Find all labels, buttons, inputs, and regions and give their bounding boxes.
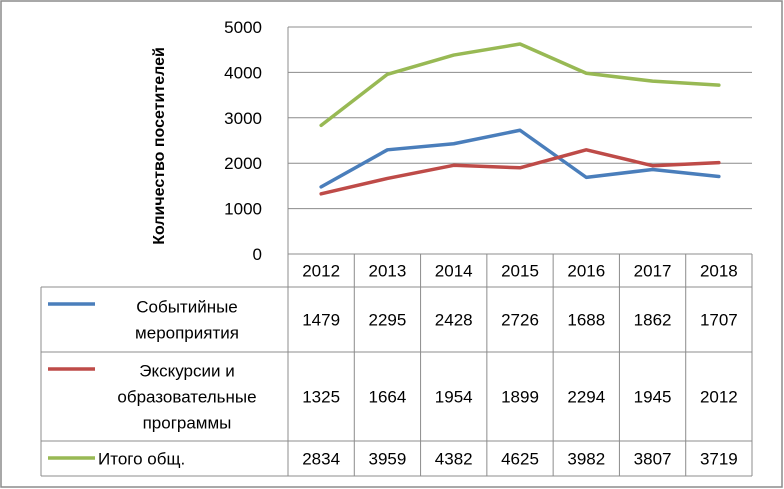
table-cell-value: 1954 [435, 388, 473, 407]
legend-label: образовательные [117, 388, 256, 407]
x-tick-label: 2017 [634, 262, 672, 281]
table-cell-value: 2834 [302, 450, 340, 469]
y-tick-label: 3000 [224, 109, 262, 128]
y-tick-label: 2000 [224, 154, 262, 173]
x-tick-label: 2013 [369, 262, 407, 281]
series-line [319, 148, 721, 196]
table-cell-value: 1707 [700, 311, 738, 330]
table-cell-value: 1945 [634, 388, 672, 407]
table-cell-value: 4382 [435, 450, 473, 469]
table-cell-value: 3959 [369, 450, 407, 469]
y-tick-label: 0 [253, 245, 262, 264]
legend-label: Экскурсии и [139, 362, 234, 381]
x-tick-label: 2016 [567, 262, 605, 281]
y-tick-label: 4000 [224, 63, 262, 82]
table-cell-value: 2295 [369, 311, 407, 330]
table-cell-value: 3807 [634, 450, 672, 469]
legend-label: Итого общ. [98, 450, 185, 469]
table-cell-value: 1479 [302, 311, 340, 330]
table-cell-value: 2726 [501, 311, 539, 330]
legend-label: программы [143, 414, 232, 433]
y-tick-label: 5000 [224, 18, 262, 37]
legend-label: мероприятия [135, 324, 239, 343]
table-cell-value: 1325 [302, 388, 340, 407]
series-line [319, 128, 721, 189]
table-cell-value: 1664 [369, 388, 407, 407]
y-axis-ticks: 0 1000 2000 3000 4000 5000 [224, 18, 262, 264]
table-cell-value: 3719 [700, 450, 738, 469]
table-cell-value: 3982 [567, 450, 605, 469]
x-tick-label: 2018 [700, 262, 738, 281]
y-axis-label: Количество посетителей [151, 47, 168, 245]
table-cell-value: 2294 [567, 388, 605, 407]
legend-label: Событийные [136, 298, 238, 317]
table-cell-value: 1899 [501, 388, 539, 407]
table-cell-value: 2012 [700, 388, 738, 407]
x-tick-label: 2014 [435, 262, 473, 281]
x-tick-label: 2015 [501, 262, 539, 281]
y-tick-label: 1000 [224, 200, 262, 219]
table-cell-value: 4625 [501, 450, 539, 469]
series-line [319, 42, 721, 128]
plot-area [319, 42, 721, 196]
table-cell-value: 2428 [435, 311, 473, 330]
data-table: 2012 2013 2014 2015 2016 2017 2018 Событийные ме… [40, 253, 753, 477]
table-cell-value: 1688 [567, 311, 605, 330]
table-cell-value: 1862 [634, 311, 672, 330]
x-tick-label: 2012 [302, 262, 340, 281]
